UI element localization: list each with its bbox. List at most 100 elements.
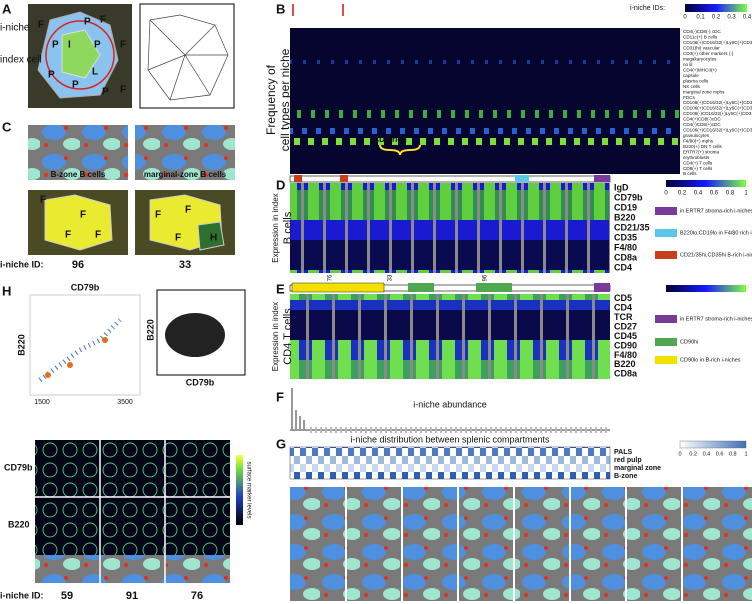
colorbar-tick: 0.2 bbox=[678, 191, 687, 197]
annotation: i-niche bbox=[0, 23, 30, 34]
row-label: megakaryocytes bbox=[683, 57, 717, 62]
row-label: capsule bbox=[683, 73, 699, 78]
colorbar-tick: 0.6 bbox=[710, 191, 719, 197]
heatmap bbox=[290, 294, 610, 379]
panel-c bbox=[28, 125, 235, 255]
marker-label: B220 bbox=[614, 359, 636, 369]
row-label: PALS bbox=[614, 449, 632, 456]
colorbar-tick: 0.3 bbox=[727, 15, 736, 21]
legend-swatch bbox=[655, 338, 677, 346]
panel-label: C bbox=[2, 119, 12, 134]
row-label: CD106(+)CD16/32(+)Ly6C(+)CD31(+) stroma bbox=[683, 40, 752, 45]
brace bbox=[379, 144, 421, 156]
panel-a bbox=[28, 3, 235, 109]
cell-label: F bbox=[65, 230, 71, 241]
row-label: marginal zone mphs bbox=[683, 89, 725, 94]
colorbar-tick: 0 bbox=[678, 451, 681, 457]
callout: 96 bbox=[483, 274, 489, 281]
legend-label: CD21/35hi,CD35hi B-rich i-niches bbox=[680, 252, 752, 258]
row-label: CD8(+) T cells bbox=[683, 166, 713, 171]
chart-title: i-niche distribution between splenic com… bbox=[350, 434, 550, 444]
colorbar-tick: 0.4 bbox=[743, 15, 752, 21]
axis-label: i-niche ID: bbox=[0, 590, 44, 600]
row-label: CD106(+)CD16/32(+)Ly6C(+)CD31(+) stroma bbox=[683, 100, 752, 105]
marker-box bbox=[594, 175, 610, 182]
axis-title: CD79b bbox=[186, 377, 215, 387]
x-tick-label: 1500 bbox=[34, 399, 50, 406]
cell-shape bbox=[61, 29, 101, 79]
cell-label: P bbox=[94, 40, 101, 51]
legend-swatch bbox=[655, 251, 677, 259]
cell-shape bbox=[197, 221, 225, 251]
colorbar-tick: 0.4 bbox=[703, 451, 711, 457]
colorbar-tick: 0.1 bbox=[696, 15, 705, 21]
panel-label: G bbox=[276, 436, 286, 451]
cell-label: P bbox=[84, 17, 91, 28]
axis-title: B220 bbox=[16, 334, 26, 356]
panel-g bbox=[289, 440, 752, 601]
panel-b bbox=[290, 4, 747, 174]
marker-label: TCR bbox=[614, 312, 633, 322]
legend-label: B220lo,CD19lo in F4/80 rich i-nhes bbox=[680, 230, 752, 236]
colorbar-tick: 1 bbox=[744, 191, 748, 197]
marker-label: F4/80 bbox=[614, 350, 637, 360]
highlight-point bbox=[45, 372, 51, 378]
colorbar-label: surface marker levels bbox=[245, 461, 251, 518]
x-tick-label: 3500 bbox=[117, 399, 133, 406]
axis-title: CD4 T cells bbox=[282, 308, 294, 365]
niche-circle bbox=[45, 20, 115, 90]
cell-label: P bbox=[48, 70, 55, 81]
legend-swatch bbox=[655, 356, 677, 364]
colorbar-tick: 0.6 bbox=[716, 451, 724, 457]
panel-label: D bbox=[276, 177, 285, 192]
row-label: granulocytes bbox=[683, 133, 710, 138]
panel-label: H bbox=[2, 283, 11, 298]
marker-box bbox=[594, 283, 610, 292]
axis-title: CD79b bbox=[71, 282, 100, 292]
cell-label: H bbox=[210, 233, 217, 244]
marker-label: CD27 bbox=[614, 321, 637, 331]
row-label: red pulp bbox=[614, 457, 642, 464]
divider bbox=[345, 487, 683, 601]
colorbar bbox=[666, 285, 746, 292]
cell-label: P bbox=[102, 87, 109, 98]
row-label: CD79b bbox=[4, 462, 33, 472]
id-label: 76 bbox=[191, 590, 203, 602]
row-label: NK cells bbox=[683, 84, 701, 89]
marker-box bbox=[408, 283, 434, 292]
row-label: CD4(+)MHCII(+) bbox=[683, 67, 717, 72]
colorbar-tick: 0 bbox=[664, 191, 668, 197]
caption: marginal-zone B cells bbox=[144, 170, 227, 179]
colorbar-tick: 0.8 bbox=[729, 451, 737, 457]
cell-label: P bbox=[72, 80, 79, 91]
marker-box bbox=[291, 282, 385, 293]
tissue-strip bbox=[290, 487, 752, 601]
marker-label: CD8a bbox=[614, 369, 638, 379]
arrow bbox=[292, 4, 344, 16]
marker-label: CD8a bbox=[614, 252, 638, 262]
axis-title: Frequency of bbox=[264, 64, 278, 135]
id-label: 91 bbox=[126, 590, 138, 602]
marker-label: CD21/35 bbox=[614, 222, 650, 232]
annotation: index cell bbox=[0, 55, 42, 66]
row-label: plasma cells bbox=[683, 78, 709, 83]
marker-box bbox=[515, 175, 529, 182]
marker-label: CD90 bbox=[614, 340, 637, 350]
axis-label: i-niche ID: bbox=[0, 259, 44, 269]
row-label: CD4(+) T cells bbox=[683, 160, 713, 165]
tissue-image bbox=[28, 125, 128, 180]
heatmap bbox=[290, 183, 610, 273]
marker-label: CD35 bbox=[614, 232, 637, 242]
id-label: 96 bbox=[72, 259, 84, 271]
colorbar-tick: 0.8 bbox=[726, 191, 735, 197]
cell-label: F bbox=[120, 85, 126, 96]
marker-label: B220 bbox=[614, 212, 636, 222]
row-label: marginal zone bbox=[614, 465, 661, 472]
row-label: CD4(-)CD8(+)cDC bbox=[683, 122, 721, 127]
annotation: CD4-rich bbox=[373, 135, 406, 144]
row-label: no lil bbox=[683, 62, 692, 67]
marker-box bbox=[294, 175, 302, 182]
cell-label: F bbox=[155, 210, 161, 221]
axis-title: Expression in index bbox=[271, 302, 280, 371]
